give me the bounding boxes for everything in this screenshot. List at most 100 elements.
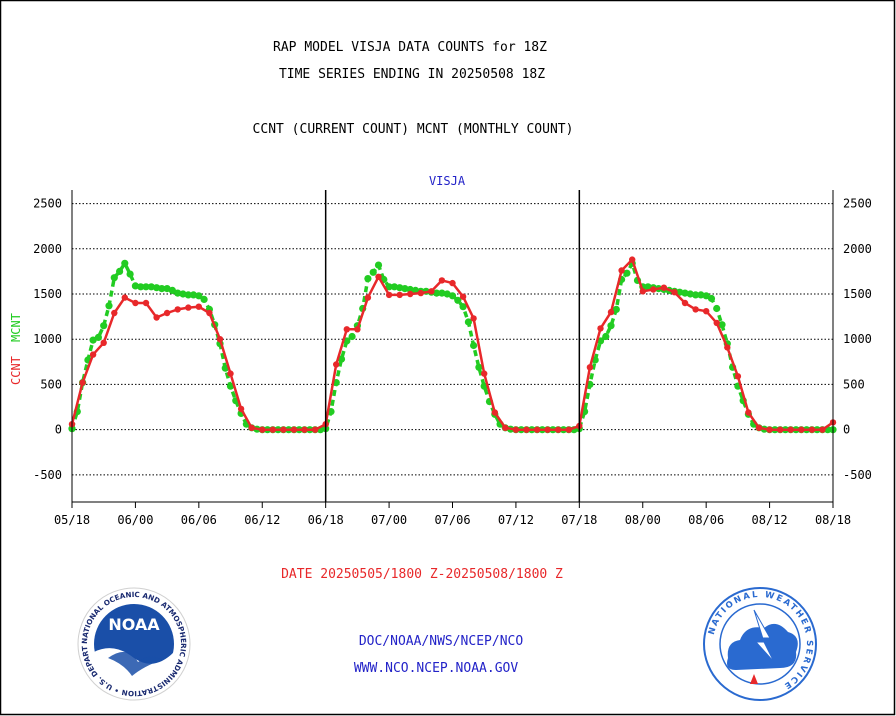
ytick-label-right: -500: [843, 468, 872, 482]
data-point-mcnt: [602, 332, 610, 341]
data-point-ccnt: [671, 289, 678, 296]
data-point-mcnt: [385, 283, 393, 291]
data-point-mcnt: [174, 289, 182, 297]
data-point-ccnt: [798, 426, 805, 433]
xtick-label: 07/18: [561, 513, 597, 527]
data-point-ccnt: [354, 326, 361, 333]
data-point-mcnt: [702, 292, 710, 300]
data-point-ccnt: [555, 426, 562, 433]
data-point-ccnt: [132, 299, 139, 307]
xtick-label: 08/12: [752, 513, 788, 527]
data-point-mcnt: [364, 275, 372, 283]
grid-layer: [72, 203, 833, 476]
data-point-ccnt: [248, 424, 255, 431]
data-point-ccnt: [713, 319, 720, 327]
data-point-ccnt: [100, 339, 107, 346]
ytick-label-left: 0: [55, 423, 62, 437]
data-point-ccnt: [470, 315, 477, 322]
data-point-mcnt: [623, 269, 631, 277]
xtick-label: 05/18: [54, 513, 90, 527]
series-line-mcnt: [70, 261, 833, 432]
data-point-ccnt: [523, 426, 530, 433]
data-point-mcnt: [100, 322, 108, 330]
data-point-mcnt: [226, 382, 235, 390]
data-point-mcnt: [401, 285, 409, 293]
data-point-mcnt: [337, 355, 346, 363]
data-point-ccnt: [111, 309, 118, 317]
data-point-mcnt: [713, 304, 721, 313]
ytick-label-left: 500: [40, 377, 62, 391]
data-point-ccnt: [396, 291, 403, 299]
data-point-ccnt: [544, 426, 551, 433]
xtick-label: 08/18: [815, 513, 851, 527]
data-point-ccnt: [777, 426, 784, 433]
data-point-mcnt: [110, 274, 118, 282]
tick-layer: -500 -500 0 0 500 500 1000 1000 1500 1500 2000 2000…: [33, 197, 872, 527]
data-point-ccnt: [650, 286, 657, 293]
data-point-ccnt: [195, 303, 202, 310]
data-point-mcnt: [200, 295, 208, 303]
data-point-mcnt: [131, 282, 139, 290]
chart-title-line1: RAP MODEL VISJA DATA COUNTS for 18Z: [273, 40, 547, 55]
org-line: DOC/NOAA/NWS/NCEP/NCO: [359, 634, 524, 649]
ytick-label-right: 0: [843, 423, 850, 437]
series-layer: [68, 256, 837, 434]
data-point-mcnt: [121, 259, 129, 267]
xtick-label: 07/00: [371, 513, 407, 527]
ytick-label-left: 2500: [33, 197, 62, 211]
data-point-ccnt: [745, 409, 752, 416]
data-point-mcnt: [681, 289, 689, 297]
ytick-label-right: 2500: [843, 197, 872, 211]
data-point-mcnt: [184, 291, 192, 299]
data-point-ccnt: [681, 299, 689, 307]
data-point-ccnt: [660, 284, 668, 291]
data-point-ccnt: [734, 373, 742, 380]
data-point-mcnt: [718, 321, 726, 329]
data-point-mcnt: [369, 268, 377, 276]
data-point-ccnt: [89, 351, 97, 358]
data-point-mcnt: [147, 283, 155, 291]
data-point-ccnt: [819, 426, 826, 433]
data-point-mcnt: [459, 303, 467, 311]
data-point-ccnt: [428, 288, 435, 295]
data-point-ccnt: [808, 426, 816, 433]
data-point-mcnt: [707, 294, 716, 303]
chart-subtitle: CCNT (CURRENT COUNT) MCNT (MONTHLY COUNT…: [253, 122, 574, 137]
xtick-label: 06/06: [181, 513, 217, 527]
data-point-mcnt: [448, 292, 457, 300]
data-point-ccnt: [343, 326, 350, 333]
data-point-ccnt: [586, 364, 594, 371]
xtick-label: 06/12: [244, 513, 280, 527]
data-point-mcnt: [142, 283, 150, 291]
data-point-ccnt: [407, 290, 414, 298]
ytick-label-left: 1000: [33, 332, 62, 346]
data-point-ccnt: [227, 370, 234, 377]
website-link[interactable]: WWW.NCO.NCEP.NOAA.GOV: [354, 661, 519, 676]
data-point-ccnt: [417, 289, 424, 297]
data-point-mcnt: [126, 270, 134, 278]
data-point-mcnt: [179, 290, 187, 298]
plot-title: VISJA: [429, 174, 466, 188]
data-point-mcnt: [116, 267, 124, 275]
xtick-label: 06/18: [308, 513, 344, 527]
data-point-ccnt: [449, 279, 456, 287]
data-point-ccnt: [79, 379, 86, 386]
data-point-mcnt: [607, 322, 615, 330]
data-point-ccnt: [703, 308, 710, 315]
data-point-ccnt: [787, 426, 794, 433]
data-point-ccnt: [280, 426, 287, 433]
data-point-ccnt: [237, 405, 245, 413]
data-point-mcnt: [692, 291, 700, 299]
data-point-ccnt: [333, 361, 340, 368]
data-point-mcnt: [475, 363, 483, 371]
ylabel-mcnt: MCNT: [9, 313, 23, 342]
data-point-ccnt: [491, 409, 498, 416]
data-point-ccnt: [121, 294, 128, 301]
data-point-ccnt: [269, 426, 276, 433]
data-point-mcnt: [89, 336, 97, 344]
data-point-ccnt: [142, 299, 150, 307]
axes-layer: [71, 190, 834, 508]
xtick-label: 07/12: [498, 513, 534, 527]
